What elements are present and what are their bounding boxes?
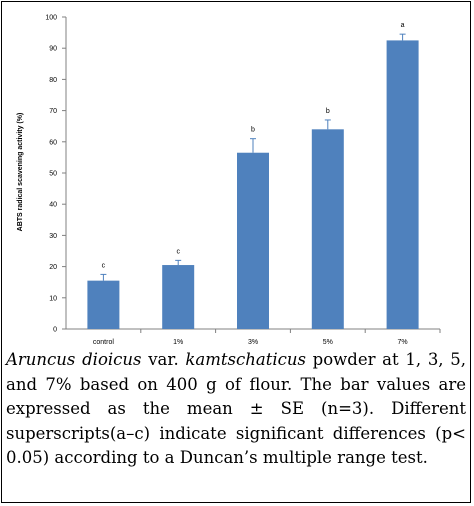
y-tick-label: 70 <box>49 108 57 115</box>
caption-text: powder at 1, 3, 5, and 7% based on 400 g… <box>6 350 467 467</box>
y-axis-label: ABTS radical scavening activity (%) <box>17 113 24 232</box>
significance-letter: b <box>251 127 255 134</box>
x-tick-label: 5% <box>323 339 333 345</box>
y-tick-label: 40 <box>49 202 57 209</box>
y-tick-label: 90 <box>49 46 57 53</box>
bar <box>311 129 344 329</box>
significance-letter: b <box>326 108 330 115</box>
y-tick-label: 100 <box>45 15 57 22</box>
y-tick-label: 50 <box>49 171 57 178</box>
significance-letter: a <box>401 22 405 29</box>
bar <box>162 265 195 329</box>
bar-chart: 0 10 20 30 40 50 60 70 80 90 100 control 1% 3% 5% 7% c… <box>17 15 441 345</box>
y-tick-label: 60 <box>49 139 57 146</box>
y-tick-label: 0 <box>53 327 57 334</box>
caption-species-var: var. <box>141 350 186 369</box>
bars: c c b b a <box>87 22 419 330</box>
significance-letter: c <box>102 262 106 269</box>
x-tick-label: 3% <box>248 339 258 345</box>
figure-caption: Aruncus dioicus var. kamtschaticus powde… <box>6 348 466 471</box>
y-tick-label: 80 <box>49 77 57 84</box>
y-tick-label: 10 <box>49 295 57 302</box>
bar <box>237 152 269 329</box>
x-tick-label: 7% <box>398 339 408 345</box>
x-tick-label: 1% <box>173 339 183 345</box>
bar <box>386 40 419 330</box>
x-tick-label: control <box>93 339 114 345</box>
y-axis: 0 10 20 30 40 50 60 70 80 90 100 <box>45 15 67 334</box>
y-tick-label: 20 <box>49 264 57 271</box>
x-axis: control 1% 3% 5% 7% <box>66 328 441 345</box>
y-tick-label: 30 <box>49 233 57 240</box>
bar <box>87 280 120 329</box>
caption-species-epithet: kamtschaticus <box>185 350 306 369</box>
caption-species-genus: Aruncus dioicus <box>6 350 142 369</box>
significance-letter: c <box>176 248 180 255</box>
